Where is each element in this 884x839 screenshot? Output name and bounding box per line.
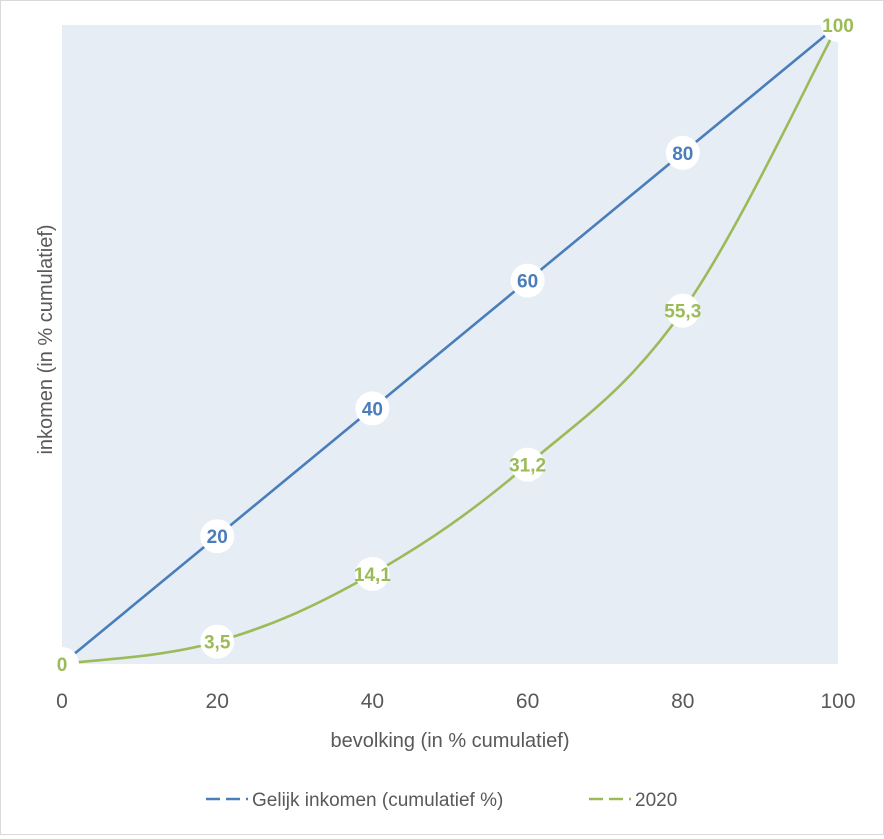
data-label-1-4: 55,3 — [664, 293, 701, 328]
data-label-1-3: 31,2 — [509, 447, 546, 482]
data-label-0-1: 20 — [200, 519, 235, 554]
x-axis-title: bevolking (in % cumulatief) — [331, 730, 570, 752]
data-label-0-2: 40 — [355, 391, 390, 426]
legend-label: Gelijk inkomen (cumulatief %) — [252, 790, 503, 811]
series-line-0 — [60, 23, 840, 666]
data-label-text: 0 — [57, 655, 68, 676]
data-label-text: 14,1 — [354, 565, 391, 586]
x-tick-label: 60 — [516, 690, 539, 713]
data-label-1-2: 14,1 — [354, 556, 391, 591]
y-axis-title: inkomen (in % cumulatief) — [35, 224, 57, 454]
legend: Gelijk inkomen (cumulatief %) 2020 — [206, 790, 677, 811]
x-tick-label: 40 — [361, 690, 384, 713]
legend-label: 2020 — [635, 790, 677, 811]
data-label-text: 55,3 — [664, 302, 701, 323]
data-label-1-0: 0 — [45, 647, 79, 681]
data-label-text: 20 — [207, 527, 228, 548]
legend-item-0: Gelijk inkomen (cumulatief %) — [206, 790, 503, 811]
x-tick-label: 0 — [56, 690, 68, 713]
data-label-text: 40 — [362, 399, 383, 420]
data-label-1-5: 100 — [821, 8, 855, 42]
data-label-text: 3,5 — [204, 633, 231, 654]
x-tick-label: 20 — [206, 690, 229, 713]
x-tick-label: 100 — [820, 690, 855, 713]
data-label-text: 100 — [822, 16, 854, 37]
data-label-1-1: 3,5 — [200, 624, 235, 659]
data-label-text: 31,2 — [509, 456, 546, 477]
data-label-0-4: 80 — [665, 135, 700, 170]
data-label-text: 80 — [672, 144, 693, 165]
data-label-0-3: 60 — [510, 263, 545, 298]
data-label-text: 60 — [517, 272, 538, 293]
x-tick-label: 80 — [671, 690, 694, 713]
legend-item-1: 2020 — [589, 790, 677, 811]
